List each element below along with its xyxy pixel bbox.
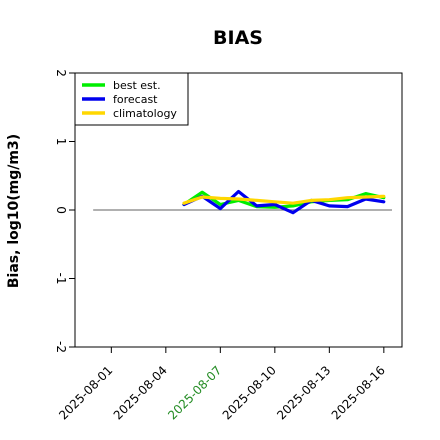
x-tick-label: 2025-08-10 [220,363,279,422]
legend-label: forecast [113,93,158,106]
series-line [182,189,386,215]
legend-label: best est. [113,79,161,92]
x-tick-label: 2025-08-04 [111,363,170,422]
y-axis-label: Bias, log10(mg/m3) [6,134,22,288]
x-tick-label: 2025-08-01 [56,363,115,422]
x-axis-ticks: 2025-08-012025-08-042025-08-072025-08-10… [56,347,388,422]
y-axis-ticks: -2 -1 0 1 2 [54,69,75,353]
x-tick-label: 2025-08-13 [274,363,333,422]
x-tick-label: 2025-08-07 [165,363,224,422]
y-tick-label: -1 [54,273,68,285]
y-tick-label: 1 [54,138,68,146]
plot-area-frame [74,72,403,348]
y-tick-label: 0 [54,206,68,214]
series-layer [182,189,386,215]
y-tick-label: -2 [54,341,68,353]
series-line [182,194,386,205]
x-tick-label: 2025-08-16 [329,363,388,422]
chart-title: BIAS [213,27,263,49]
y-tick-label: 2 [54,69,68,77]
legend-label: climatology [113,107,177,120]
